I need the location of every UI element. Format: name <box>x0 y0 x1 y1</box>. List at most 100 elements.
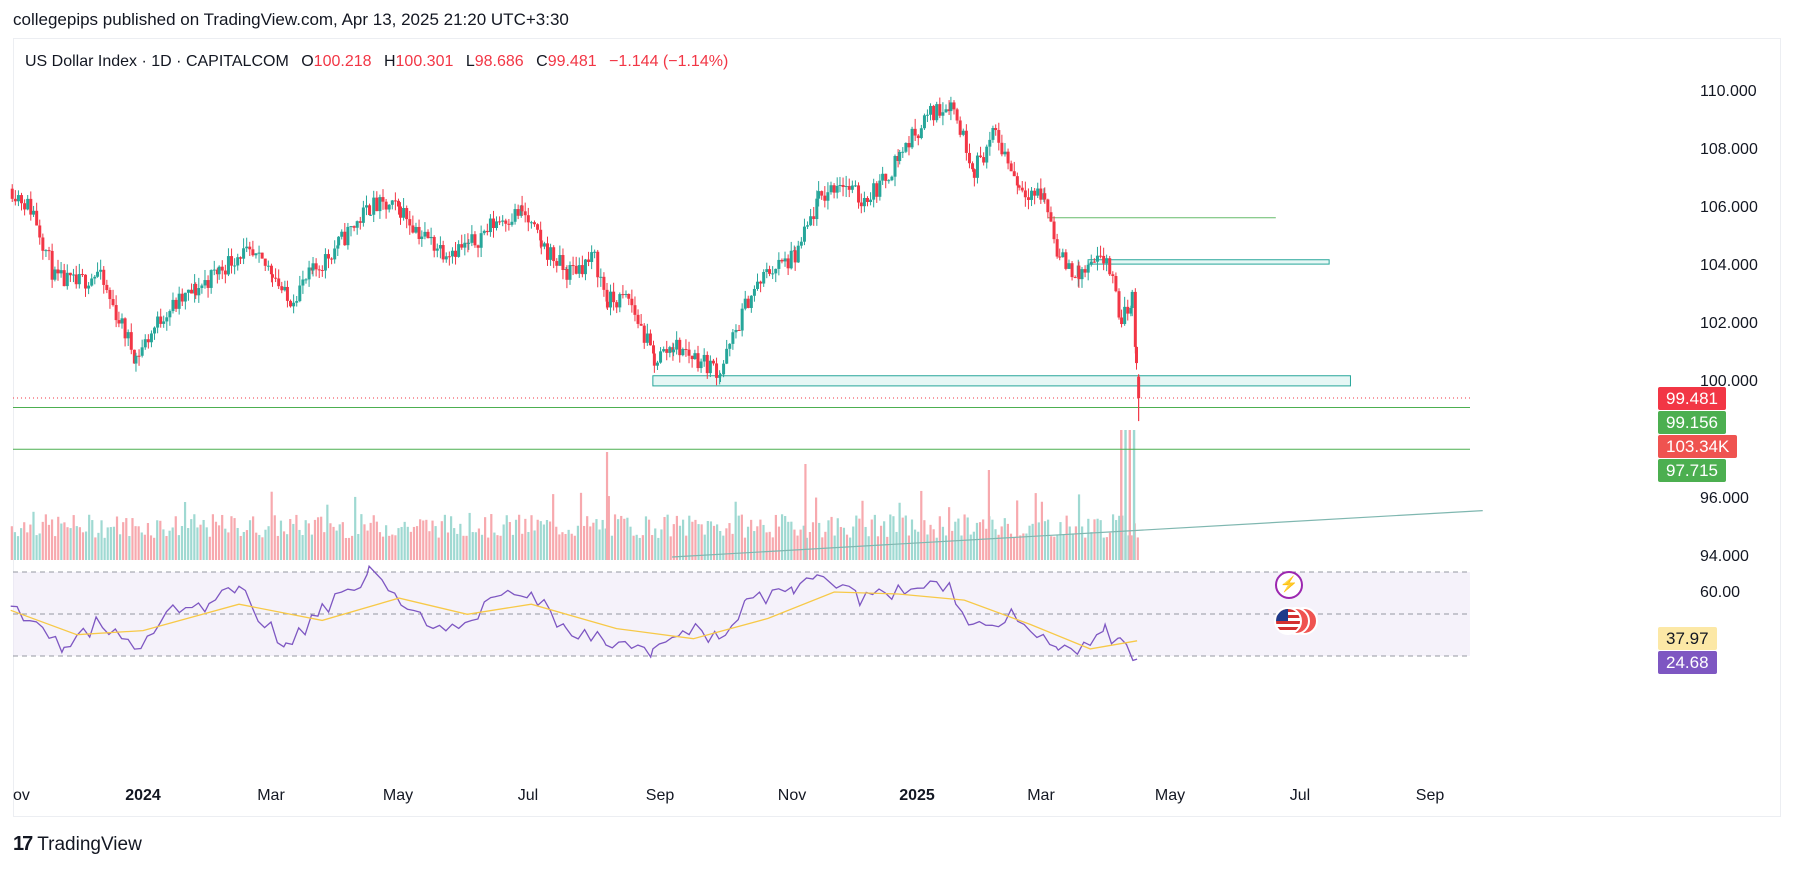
candle-body <box>749 295 753 308</box>
candle-body <box>117 320 121 324</box>
candle-body <box>438 245 442 249</box>
candle-body <box>96 271 100 277</box>
volume-bar <box>10 526 13 560</box>
candle-body <box>982 157 986 163</box>
candle-body <box>320 270 324 272</box>
volume-bar <box>431 520 434 560</box>
candle-body <box>887 180 891 182</box>
candle-body <box>396 200 400 207</box>
volume-bar <box>106 527 109 560</box>
volume-bar <box>978 522 982 560</box>
volume-bar <box>217 525 221 560</box>
volume-bar <box>564 533 567 560</box>
volume-bar <box>264 529 267 560</box>
volume-bar <box>583 525 586 560</box>
volume-bar <box>453 528 456 560</box>
candle-body <box>200 285 204 289</box>
demand-zone <box>652 375 1351 387</box>
volume-bar <box>1099 520 1102 560</box>
brand-name[interactable]: TradingView <box>37 833 142 855</box>
candle-body <box>1003 151 1007 155</box>
candle-body <box>137 355 141 357</box>
volume-bar <box>530 515 533 560</box>
candle-body <box>702 354 706 362</box>
candle-body <box>263 258 267 266</box>
volume-bar <box>768 531 771 560</box>
candle-body <box>463 242 467 248</box>
candle-body <box>84 274 88 289</box>
volume-bar <box>926 534 929 560</box>
candle-body <box>504 220 508 224</box>
candle-body <box>605 301 609 308</box>
volume-bar <box>644 516 648 560</box>
candle-body <box>62 270 66 287</box>
volume-bar <box>1062 534 1065 560</box>
volume-bar <box>409 531 412 560</box>
candle-body <box>498 221 502 223</box>
volume-bar <box>1059 522 1062 560</box>
candle-body <box>752 288 756 296</box>
volume-bar <box>301 535 304 560</box>
volume-bar <box>183 501 187 560</box>
candle-body <box>740 308 744 331</box>
close-label: C <box>536 53 548 70</box>
volume-bar <box>412 526 416 560</box>
candle-body <box>806 225 810 227</box>
us-flag-icon[interactable] <box>1274 607 1302 635</box>
candle-body <box>907 142 911 148</box>
candle-body <box>1015 176 1019 186</box>
volume-bar <box>1136 537 1139 560</box>
candle-body <box>236 257 240 266</box>
volume-bar <box>555 526 558 560</box>
volume-bar <box>728 523 731 560</box>
candle-body <box>526 215 530 223</box>
candle-body <box>417 226 421 239</box>
candle-body <box>217 266 221 275</box>
candle-body <box>593 251 597 253</box>
candle-body <box>1052 221 1056 240</box>
volume-bar <box>533 530 536 560</box>
symbol-name[interactable]: US Dollar Index · 1D · CAPITALCOM <box>25 53 289 70</box>
volume-bar <box>366 530 369 560</box>
candle-body <box>817 191 821 199</box>
candle-body <box>1120 317 1124 325</box>
candle-body <box>815 198 819 220</box>
volume-bar <box>279 520 283 560</box>
time-tick-label: 2025 <box>899 787 935 804</box>
volume-bar <box>681 519 685 560</box>
volume-bar <box>63 522 66 560</box>
volume-bar <box>1105 537 1108 560</box>
volume-bar <box>790 521 793 560</box>
lightning-event-icon[interactable]: ⚡ <box>1275 571 1303 599</box>
time-tick-label: Nov <box>777 787 807 804</box>
candle-body <box>355 221 359 228</box>
candle-body <box>343 231 347 246</box>
candle-body <box>482 230 486 234</box>
candle-body <box>35 210 39 226</box>
volume-bar <box>700 524 703 560</box>
time-tick-label: Jul <box>1289 787 1311 804</box>
tradingview-logo-icon[interactable]: 17 <box>13 833 33 855</box>
candle-body <box>609 291 613 308</box>
candle-body <box>65 272 69 287</box>
candle-body <box>165 317 169 322</box>
candle-body <box>372 197 376 215</box>
volume-bar <box>357 533 360 560</box>
volume-bar <box>536 519 539 560</box>
volume-bar <box>740 514 743 560</box>
candle-body <box>186 289 190 293</box>
candle-body <box>668 347 672 353</box>
candle-body <box>699 361 703 369</box>
volume-bar <box>765 532 768 560</box>
volume-bar <box>1028 525 1031 560</box>
volume-bar <box>248 520 252 560</box>
volume-spike <box>987 470 990 560</box>
volume-spike <box>1124 430 1127 560</box>
candle-body <box>444 256 448 260</box>
volume-bar <box>1000 526 1003 560</box>
volume-bar <box>1025 533 1028 560</box>
volume-bar <box>78 527 81 560</box>
candle-body <box>972 169 976 178</box>
volume-bar <box>437 537 440 560</box>
